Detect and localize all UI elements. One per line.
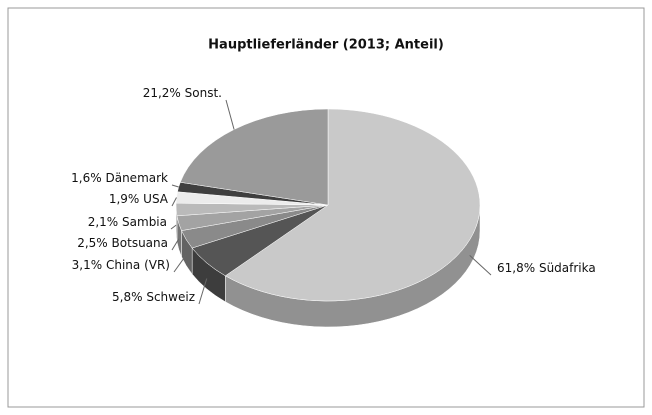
leader-line xyxy=(171,197,177,207)
data-label: 2,5% Botsuana xyxy=(77,236,168,250)
chart-title: Hauptlieferländer (2013; Anteil) xyxy=(208,38,444,53)
data-label: 3,1% China (VR) xyxy=(72,258,170,272)
category-label: Schweiz xyxy=(146,290,195,304)
value-label: 61,8% xyxy=(497,261,535,275)
category-label: China (VR) xyxy=(106,258,170,272)
leader-line xyxy=(469,255,492,276)
category-label: Südafrika xyxy=(539,261,596,275)
leader-line xyxy=(173,254,187,273)
category-label: Sambia xyxy=(122,215,167,229)
value-label: 1,6% xyxy=(71,171,102,185)
value-label: 21,2% xyxy=(143,86,181,100)
data-label: 21,2% Sonst. xyxy=(143,86,222,100)
category-label: Dänemark xyxy=(105,171,168,185)
leader-line xyxy=(225,99,235,130)
data-label: 5,8% Schweiz xyxy=(112,290,195,304)
value-label: 2,5% xyxy=(77,236,108,250)
category-label: Botsuana xyxy=(112,236,168,250)
value-label: 1,9% xyxy=(109,192,140,206)
leader-line xyxy=(170,224,177,230)
value-label: 2,1% xyxy=(88,215,119,229)
data-label: 2,1% Sambia xyxy=(88,215,167,229)
leader-line xyxy=(198,278,208,305)
data-label: 61,8% Südafrika xyxy=(497,261,596,275)
leader-line xyxy=(171,184,179,188)
leader-line xyxy=(171,238,180,251)
value-label: 3,1% xyxy=(72,258,103,272)
data-label: 1,6% Dänemark xyxy=(71,171,168,185)
data-label: 1,9% USA xyxy=(109,192,169,206)
value-label: 5,8% xyxy=(112,290,143,304)
slice xyxy=(224,108,481,302)
category-label: Sonst. xyxy=(185,86,222,100)
category-label: USA xyxy=(143,192,169,206)
